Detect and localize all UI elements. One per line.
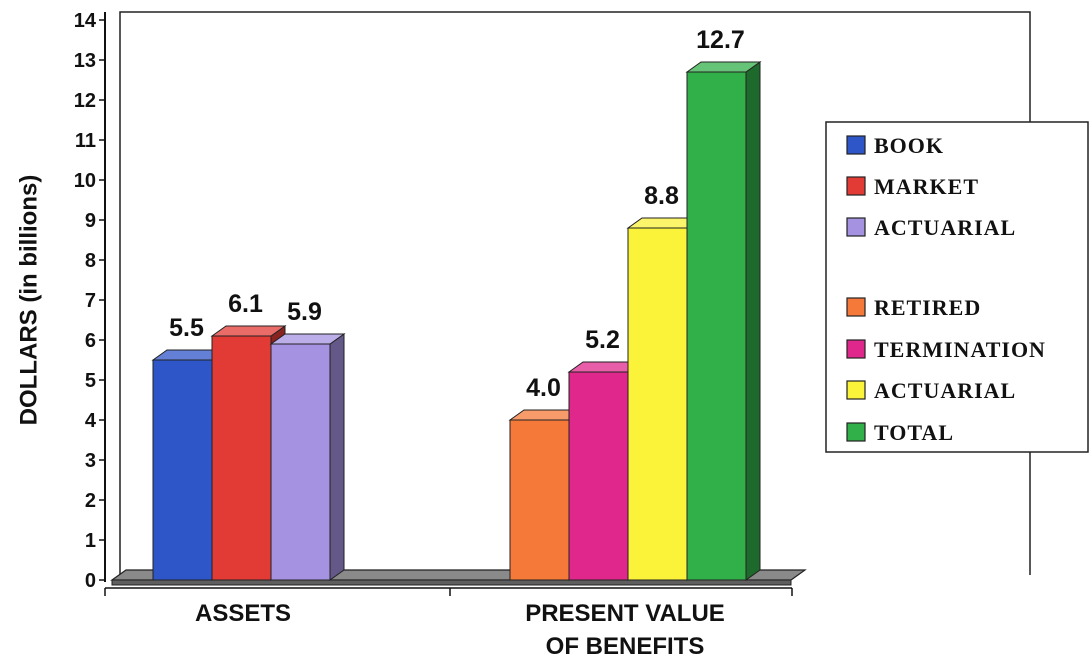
bars: 5.5 6.1 5.9 4.0 5.2 8.8 12.7 [151, 26, 762, 581]
bar-value-label: 12.7 [696, 26, 745, 54]
bar-side-face [329, 333, 345, 581]
category-label: OF BENEFITS [546, 633, 705, 660]
legend-item-actuarial: ACTUARIAL [846, 215, 1016, 240]
bar-front-face [568, 371, 629, 581]
y-tick-label: 11 [75, 130, 96, 152]
legend-item-termination: TERMINATION [846, 337, 1046, 362]
y-tick-label: 12 [74, 90, 96, 112]
legend-swatch [846, 217, 866, 237]
y-tick-label: 13 [74, 50, 96, 72]
legend-swatch [846, 339, 866, 359]
y-tick-label: 14 [74, 10, 97, 32]
bar-front-face [686, 71, 747, 581]
legend-swatch [846, 380, 866, 400]
legend-item-market: MARKET [846, 174, 979, 199]
bar-value-label: 5.2 [585, 326, 620, 354]
legend-swatch [846, 297, 866, 317]
category-labels: ASSETS PRESENT VALUE OF BENEFITS [195, 600, 725, 660]
y-tick-label: 3 [85, 450, 96, 472]
y-tick-label: 0 [85, 570, 96, 592]
legend-item-retired: RETIRED [846, 295, 981, 320]
legend-box [825, 121, 1089, 453]
y-tick-label: 4 [85, 410, 97, 432]
legend: BOOK MARKET ACTUARIAL RETIRED TERMINATION ACT… [825, 121, 1089, 453]
bar-front-face [627, 227, 688, 581]
floor-front [111, 579, 792, 586]
y-tick-label: 2 [85, 490, 96, 512]
bar-value-label: 8.8 [644, 182, 679, 210]
bar-front-face [211, 335, 272, 581]
bar-value-label: 6.1 [228, 290, 263, 318]
bar-side-face [745, 61, 761, 581]
y-tick-label: 9 [85, 210, 96, 232]
y-tick-label: 5 [85, 370, 96, 392]
y-tick-label: 7 [85, 290, 96, 312]
legend-label: ACTUARIAL [874, 378, 1016, 403]
y-tick-label: 1 [85, 530, 96, 552]
bar-front-face [152, 359, 213, 581]
legend-swatch [846, 135, 866, 155]
category-label: ASSETS [195, 600, 291, 627]
bar-value-label: 5.5 [169, 314, 204, 342]
legend-item-book: BOOK [846, 133, 944, 158]
legend-item-actuarial: ACTUARIAL [846, 378, 1016, 403]
legend-label: TERMINATION [874, 337, 1046, 362]
y-tick-label: 6 [85, 330, 96, 352]
legend-label: TOTAL [874, 420, 954, 445]
legend-label: MARKET [874, 174, 979, 199]
legend-label: ACTUARIAL [874, 215, 1016, 240]
bar-total-benefits [685, 61, 762, 581]
bar-value-label: 4.0 [526, 374, 561, 402]
bar-front-face [270, 343, 331, 581]
legend-swatch [846, 176, 866, 196]
legend-label: RETIRED [874, 295, 981, 320]
category-label: PRESENT VALUE [525, 600, 725, 627]
bar-front-face [509, 419, 570, 581]
bar-value-label: 5.9 [287, 298, 322, 326]
y-tick-label: 10 [74, 170, 96, 192]
y-axis-title: DOLLARS (in billions) [15, 175, 42, 426]
legend-swatch [846, 422, 866, 442]
legend-item-total: TOTAL [846, 420, 954, 445]
bar-actuarial-assets [269, 333, 346, 581]
y-tick-label: 8 [85, 250, 96, 272]
legend-label: BOOK [874, 133, 944, 158]
